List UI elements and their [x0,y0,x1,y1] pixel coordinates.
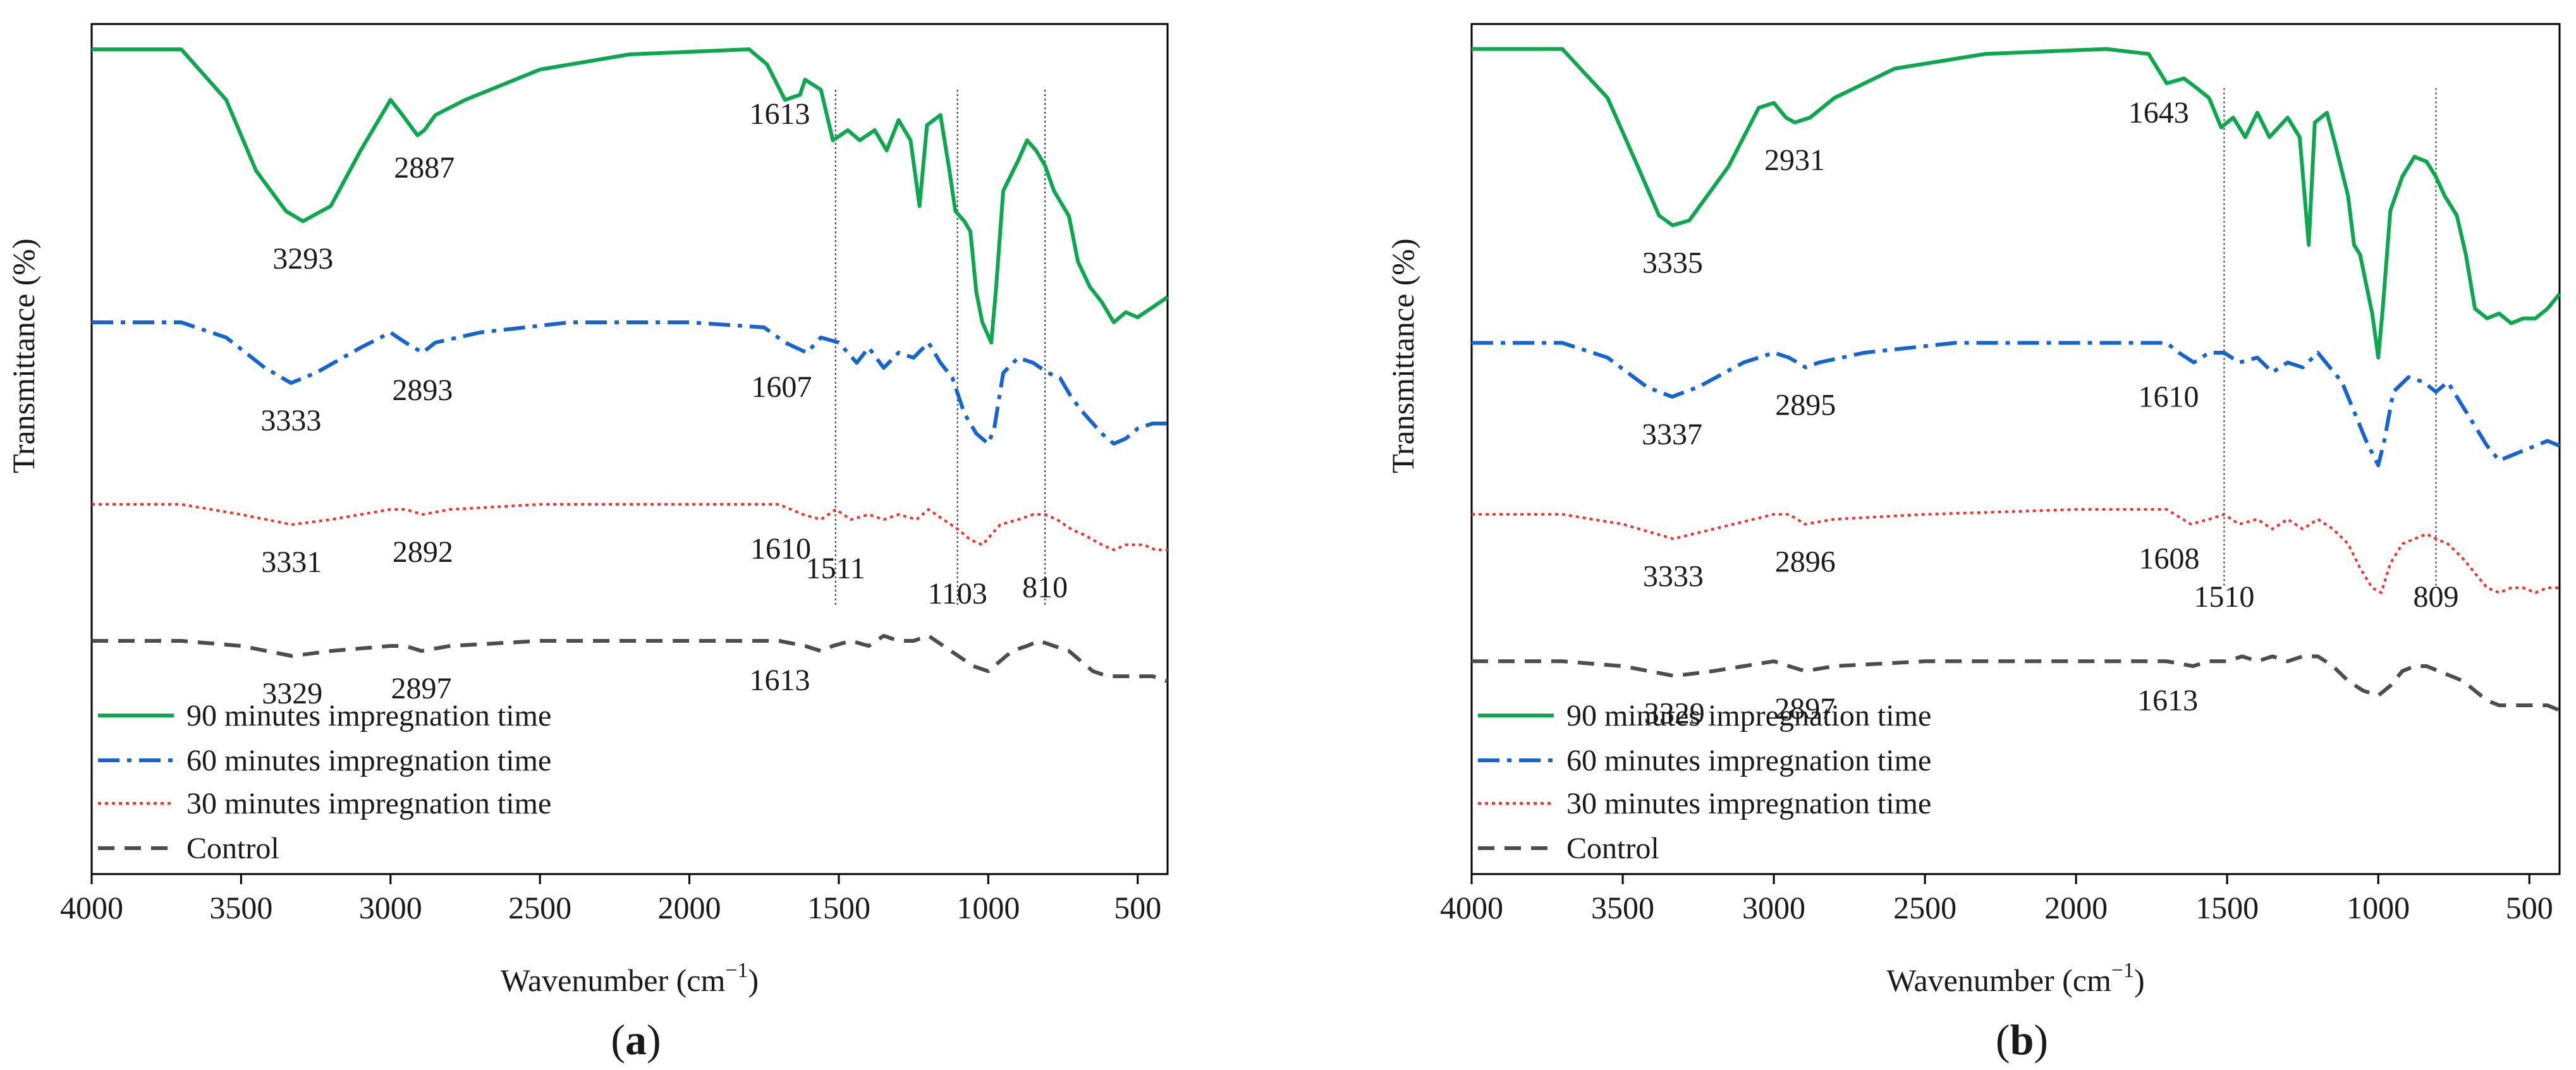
panel-a-reference-label: 810 [1022,571,1068,604]
panel-a-series-60-minutes-impregnation-time [92,320,1168,446]
panel-a-peak-label: 2893 [392,374,453,407]
panel-a-peak-label: 1613 [750,97,810,131]
panel-a-x-axis-title: Wavenumber (cm−1) [501,959,759,998]
panel-b-x-tick-label: 3500 [1591,890,1654,925]
panel-b-legend-label: 90 minutes impregnation time [1566,699,1931,733]
panel-b-label-letter: b [2010,1016,2034,1064]
panel-a-x-tick-label: 3000 [359,890,422,925]
panel-a-y-axis-title: Transmittance (%) [6,238,41,473]
panel-b-peak-label: 1613 [2137,684,2198,717]
panel-b-x-tick-label: 500 [2506,890,2553,925]
panel-a-plot-frame [90,23,1169,875]
panel-b-peak-label: 1608 [2139,542,2200,575]
panel-a-series-30-minutes-impregnation-time [92,503,1168,551]
panel-b-x-axis-title-end: ) [2134,963,2145,998]
panel-b-x-axis-title: Wavenumber (cm−1) [1886,959,2144,998]
panel-a-series-control [92,634,1168,683]
panel-b-label: (b) [1996,1016,2048,1064]
panel-a-label-letter: a [625,1016,647,1064]
panel-b-legend-label: 60 minutes impregnation time [1566,744,1931,777]
panel-b-peak-label: 3337 [1642,418,1702,451]
panel-b-peak-label: 1643 [2128,96,2189,130]
panel-a-chart: 4000 3500 3000 2500 2000 1500 1000 500 Wavenumbe… [6,23,1169,1064]
panel-a-x-tick-label: 3500 [209,890,272,925]
panel-b-peak-label: 2931 [1764,143,1825,177]
panel-a-peak-label: 1607 [751,370,812,404]
panel-b-reference-label: 1510 [2194,580,2254,614]
panel-a-x-axis-title-end: ) [748,963,759,998]
panel-b-x-tick-label: 2000 [2044,890,2108,925]
panel-b-peak-label: 3335 [1642,246,1703,280]
panel-a-peak-label: 2892 [393,535,453,569]
panel-b-x-tick-label: 2500 [1893,890,1956,925]
panel-b-peak-label: 2897 [1774,692,1835,726]
panel-a-legend-label: 30 minutes impregnation time [186,787,551,820]
panel-a-peak-label: 2897 [391,672,451,705]
panel-a-x-axis-title-exp: −1 [725,959,748,982]
panel-b-x-tick-label: 3000 [1742,890,1805,925]
panel-b-x-tick-label: 1500 [2195,890,2259,925]
panel-a-x-tick-label: 2500 [508,890,571,925]
panel-b-y-axis-title: Transmittance (%) [1385,238,1420,473]
panel-a-peak-label: 3329 [262,677,322,710]
panel-b-series-60-minutes-impregnation-time [1472,341,2561,468]
panel-a-legend-label: 90 minutes impregnation time [186,699,551,733]
panel-b-x-axis-title-main: Wavenumber (cm [1886,963,2111,998]
panel-b-reference-label: 809 [2413,580,2458,614]
panel-b-legend-label: 30 minutes impregnation time [1566,787,1931,820]
panel-a-label: (a) [611,1016,661,1064]
panel-b-series-90-minutes-impregnation-time [1472,47,2561,360]
panel-b-x-axis-title-exp: −1 [2111,959,2134,982]
panel-b-series-control [1472,654,2561,712]
panel-b-x-tick-label: 4000 [1440,890,1503,925]
panel-b-plot-frame [1470,23,2561,875]
panel-a-peak-label: 3293 [272,242,333,276]
panel-b-peak-label: 2896 [1775,545,1836,578]
panel-a-peak-label: 1610 [750,532,811,566]
panel-a-peak-label: 3331 [261,545,322,579]
panel-b-legend-label: Control [1566,832,1659,865]
panel-a-x-tick-label: 500 [1114,890,1161,925]
panel-a-x-tick-label: 4000 [60,890,123,925]
panel-b-peak-label: 1610 [2139,380,2199,414]
panel-b-peak-label: 3333 [1643,560,1704,593]
panel-b-x-tick-label: 1000 [2347,890,2410,925]
panel-a-legend-label: Control [186,832,279,865]
panel-b-peak-label: 3329 [1644,697,1705,731]
panel-a-x-tick-label: 1500 [807,890,870,925]
panel-b-series-30-minutes-impregnation-time [1472,508,2560,594]
panel-a-peak-label: 3333 [260,404,321,437]
panel-a-reference-label: 1103 [928,577,987,611]
panel-a-peak-label: 1613 [750,664,810,697]
panel-b-peak-label: 2895 [1775,388,1836,422]
panel-a-x-tick-label: 2000 [658,890,721,925]
panel-a-x-axis-title-main: Wavenumber (cm [501,963,726,998]
panel-a-series-90-minutes-impregnation-time [92,47,1169,344]
panel-b-chart: 4000 3500 3000 2500 2000 1500 1000 500 Wavenumbe… [1385,23,2561,1064]
panel-a-reference-label: 1511 [806,552,865,585]
panel-a-legend-label: 60 minutes impregnation time [186,744,551,777]
panel-a-x-tick-label: 1000 [956,890,1020,925]
panel-a-peak-label: 2887 [394,151,455,185]
